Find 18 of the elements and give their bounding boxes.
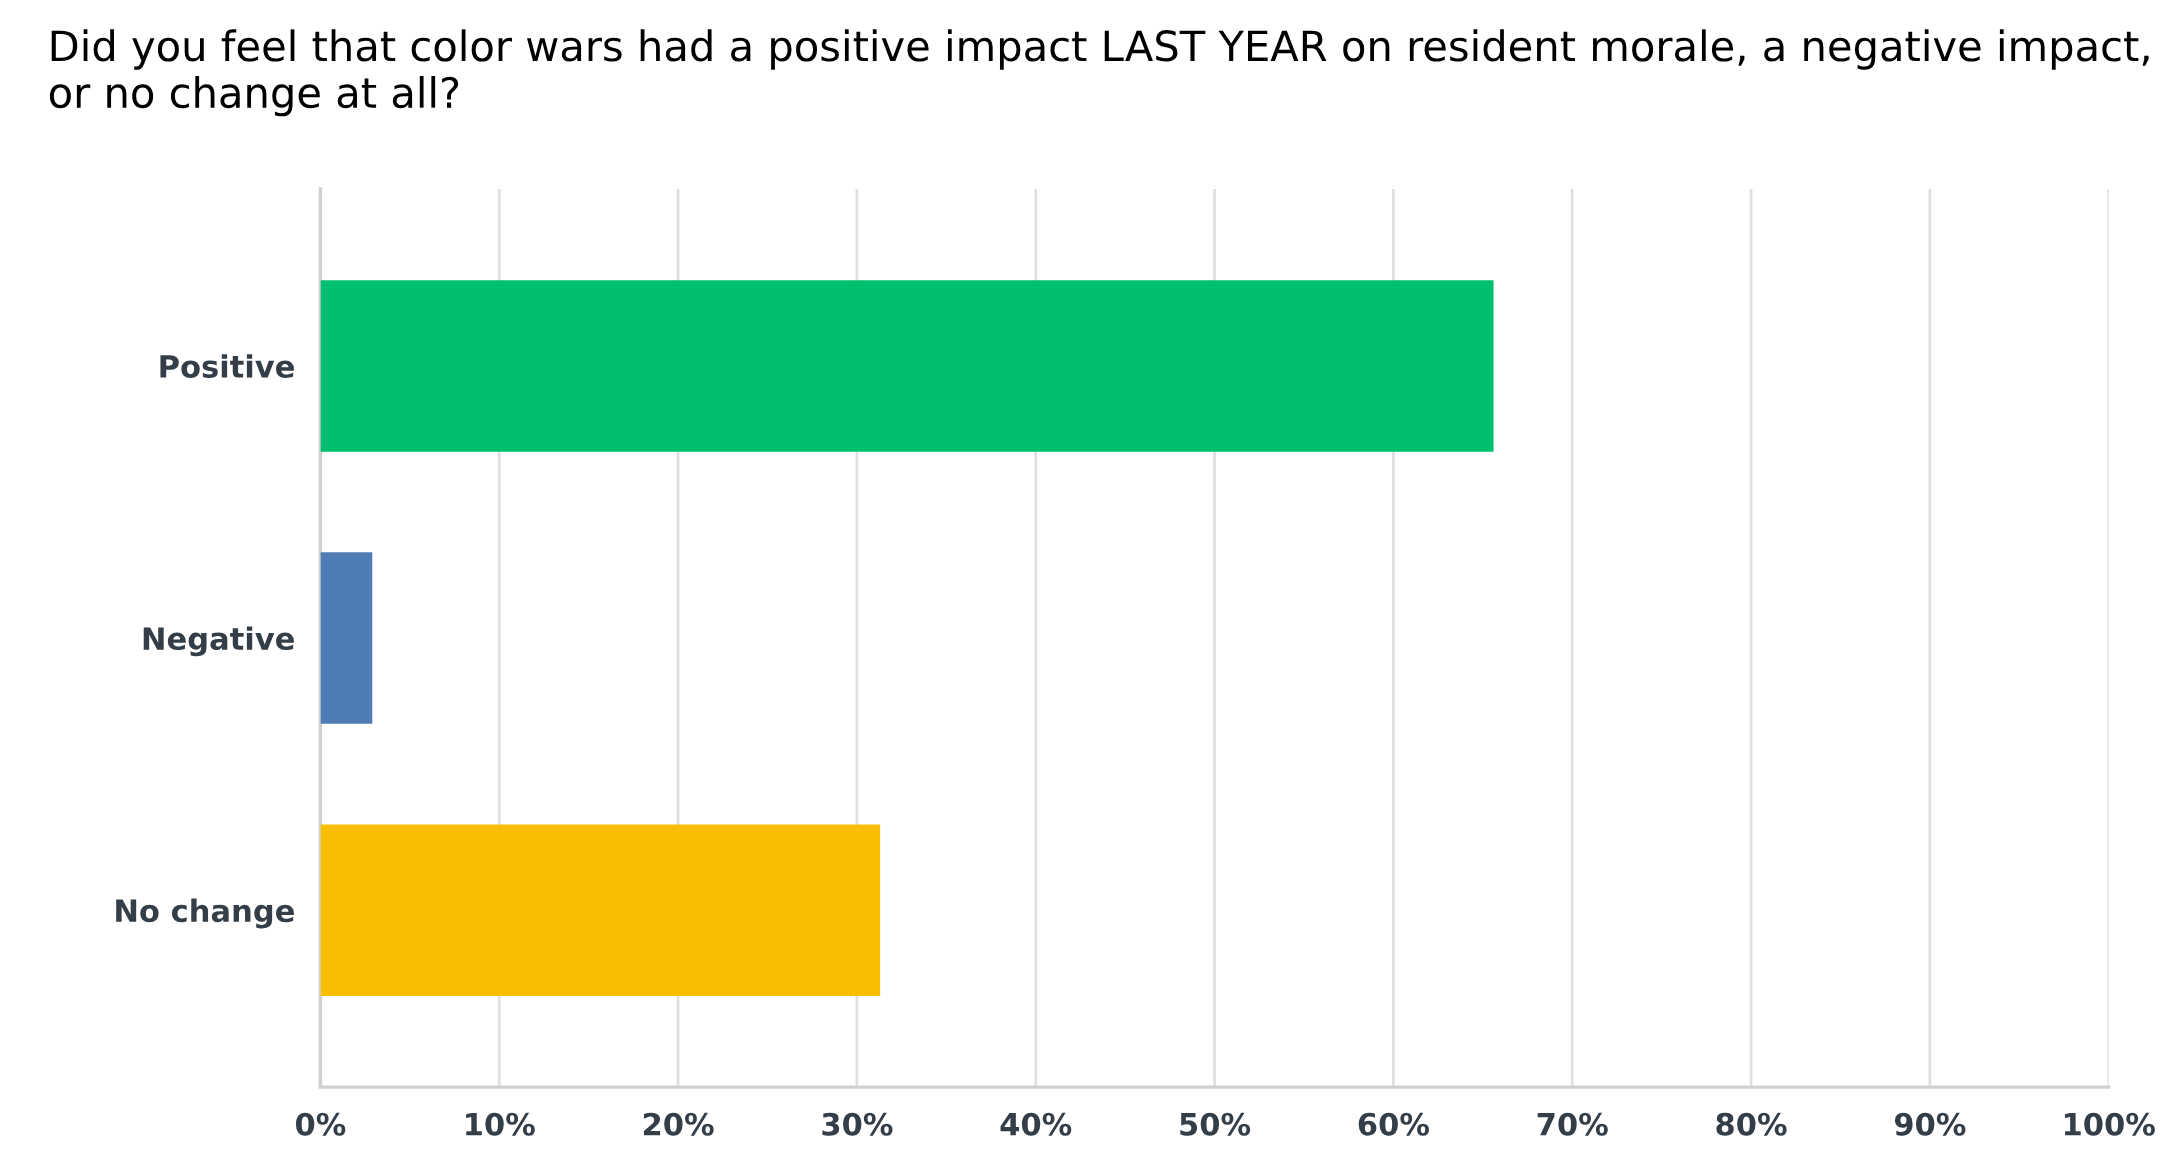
x-tick-label: 40% — [1000, 1112, 1072, 1136]
x-tick-label: 100% — [2064, 1112, 2155, 1136]
x-tick-label: 20% — [643, 1112, 714, 1136]
bar — [320, 824, 881, 996]
bar — [320, 552, 373, 724]
x-tick-label: 10% — [466, 1112, 535, 1136]
x-tick-label: 30% — [822, 1112, 893, 1136]
y-tick-label: Negative — [143, 626, 294, 657]
x-tick-label: 60% — [1358, 1112, 1429, 1136]
x-tick-label: 90% — [1894, 1112, 1966, 1136]
x-tick-label: 0% — [295, 1112, 346, 1136]
x-tick-label: 50% — [1180, 1112, 1251, 1136]
bar — [320, 280, 1494, 452]
x-tick-label: 80% — [1716, 1112, 1787, 1136]
chart-title: Did you feel that color wars had a positive impact LAST YEAR on resident morale, a negative impact, or no change at all? — [49, 29, 2149, 117]
x-tick-label: 70% — [1537, 1112, 1608, 1136]
y-tick-label: Positive — [160, 354, 294, 378]
y-tick-label: No change — [116, 898, 294, 929]
